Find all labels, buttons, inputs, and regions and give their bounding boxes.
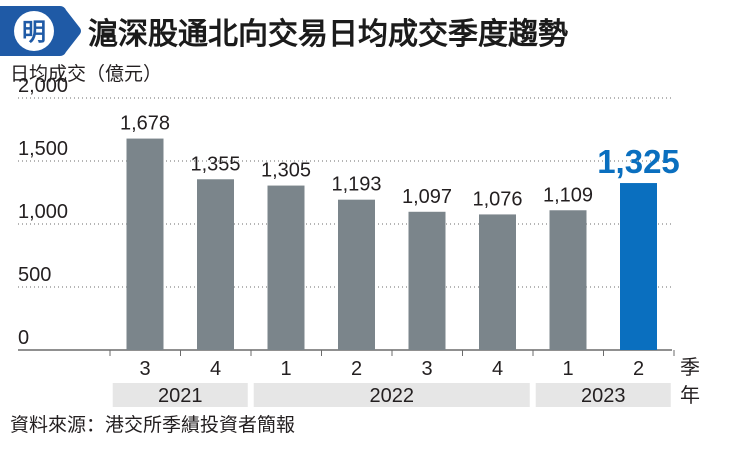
quarter-label: 3 (421, 358, 432, 380)
year-band (253, 383, 530, 407)
value-label: 1,109 (543, 184, 593, 206)
bars (126, 138, 657, 350)
y-tick-label: 2,000 (18, 75, 68, 97)
bar (549, 210, 587, 350)
value-label: 1,076 (472, 188, 522, 210)
bar (408, 211, 446, 350)
y-tick-label: 1,000 (18, 201, 68, 223)
year-band (535, 383, 671, 407)
bar (126, 138, 164, 350)
year-axis-label: 年 (680, 383, 700, 407)
highlight-value-label: 1,325 (597, 143, 680, 180)
y-tick-label: 0 (18, 327, 29, 349)
bar (338, 199, 375, 350)
chart-title: 滬深股通北向交易日均成交季度趨勢 (88, 17, 568, 52)
year-label: 2022 (370, 385, 415, 407)
value-label: 1,678 (120, 113, 170, 135)
quarter-labels: 3 4 1 2 3 4 1 2 (139, 358, 644, 380)
logo: 明 (0, 6, 81, 56)
year-label: 2021 (158, 385, 203, 407)
quarter-label: 2 (633, 358, 644, 380)
year-bands: 2021 2022 2023 (112, 383, 671, 407)
bar (479, 214, 516, 350)
bar (267, 185, 305, 350)
logo-circle (14, 11, 54, 51)
value-label: 1,305 (261, 160, 311, 182)
quarter-label: 3 (139, 358, 150, 380)
x-axis-ticks (109, 350, 675, 356)
bar (620, 183, 657, 350)
value-label: 1,097 (402, 186, 452, 208)
year-label: 2023 (581, 385, 626, 407)
y-tick-label: 1,500 (18, 138, 68, 160)
quarter-label: 1 (280, 358, 291, 380)
quarter-label: 4 (492, 358, 503, 380)
quarter-axis-label: 季 (680, 355, 700, 379)
y-tick-labels: 0 500 1,000 1,500 2,000 (18, 75, 68, 349)
value-label: 1,193 (331, 174, 381, 196)
quarter-label: 4 (210, 358, 221, 380)
y-tick-label: 500 (18, 264, 51, 286)
y-axis-unit-label: 日均成交（億元） (10, 63, 162, 85)
bar (197, 179, 234, 350)
logo-char: 明 (22, 18, 46, 46)
value-label: 1,355 (190, 153, 240, 175)
quarter-label: 1 (562, 358, 573, 380)
source-note: 資料來源：港交所季績投資者簡報 (10, 414, 295, 436)
year-band (112, 383, 248, 407)
quarter-label: 2 (351, 358, 362, 380)
